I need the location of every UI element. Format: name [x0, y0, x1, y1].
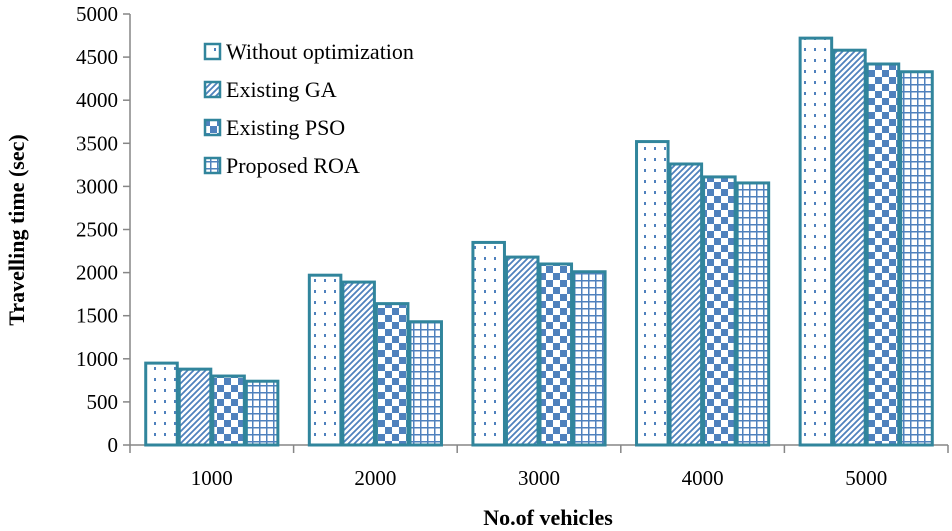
bar-without-optimization-3000 [471, 240, 506, 447]
y-axis-ticks: 0 500 1000 1500 2000 2500 3000 3500 4000 4500 5000 [76, 2, 130, 457]
y-tick-label: 3000 [76, 174, 118, 198]
bar-without-optimization-5000 [798, 36, 834, 447]
bar-existing-pso-4000 [702, 175, 737, 447]
legend: Without optimization Existing GA Existing … [203, 39, 414, 178]
bar-without-optimization-1000 [144, 361, 179, 447]
bars [144, 36, 934, 447]
bar-existing-pso-5000 [865, 62, 901, 447]
legend-swatch [203, 156, 222, 175]
y-tick-label: 500 [87, 390, 119, 414]
legend-label: Existing PSO [226, 115, 345, 140]
legend-swatch [203, 80, 222, 99]
bar-proposed-roa-1000 [244, 379, 280, 447]
y-tick-label: 1000 [76, 347, 118, 371]
x-tick-label: 5000 [845, 466, 887, 490]
bar-proposed-roa-3000 [572, 270, 607, 447]
y-tick-label: 1500 [76, 304, 118, 328]
legend-label: Existing GA [226, 77, 337, 102]
bar-proposed-roa-5000 [899, 70, 934, 447]
bar-proposed-roa-4000 [735, 181, 771, 447]
x-tick-label: 2000 [354, 466, 396, 490]
bar-existing-ga-1000 [177, 367, 213, 447]
y-tick-label: 2500 [76, 218, 118, 242]
x-tick-label: 4000 [682, 466, 724, 490]
bar-existing-ga-3000 [504, 255, 540, 447]
y-tick-label: 4500 [76, 45, 118, 69]
bar-existing-pso-3000 [538, 262, 574, 447]
bar-existing-ga-4000 [668, 162, 704, 447]
legend-swatch [203, 42, 222, 61]
legend-label: Proposed ROA [226, 153, 360, 178]
y-tick-label: 4000 [76, 88, 118, 112]
bar-existing-pso-1000 [211, 374, 246, 447]
y-tick-label: 5000 [76, 2, 118, 26]
y-tick-label: 0 [108, 433, 119, 457]
legend-swatch [203, 118, 222, 137]
bar-existing-pso-2000 [374, 302, 410, 447]
y-tick-label: 3500 [76, 131, 118, 155]
x-tick-label: 1000 [191, 466, 233, 490]
y-tick-label: 2000 [76, 261, 118, 285]
bar-without-optimization-2000 [307, 273, 343, 447]
bar-existing-ga-5000 [832, 48, 867, 447]
bar-proposed-roa-2000 [408, 320, 443, 447]
bar-existing-ga-2000 [341, 280, 376, 447]
bar-without-optimization-4000 [635, 140, 670, 447]
x-tick-label: 3000 [518, 466, 560, 490]
legend-label: Without optimization [226, 39, 414, 64]
x-axis-title: No.of vehicles [483, 505, 613, 530]
x-axis-ticks: 1000 2000 3000 4000 5000 [129, 445, 949, 490]
y-axis-title: Travelling time (sec) [4, 134, 29, 325]
